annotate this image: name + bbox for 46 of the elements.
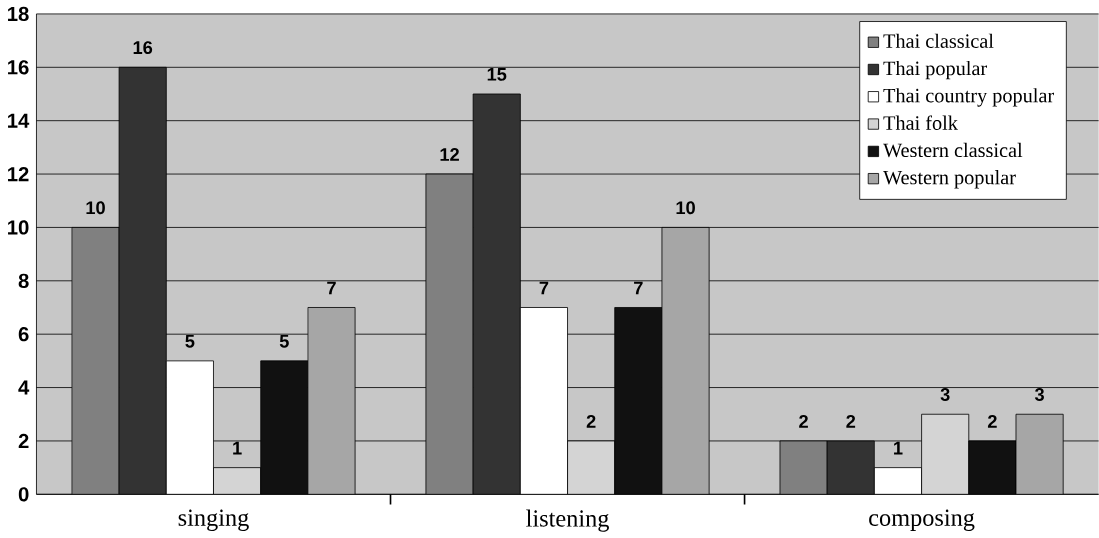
y-tick-label: 8: [18, 273, 29, 288]
bar: [873, 466, 922, 495]
data-label: 5: [185, 334, 195, 348]
data-label: 2: [846, 414, 856, 428]
data-label: 10: [676, 201, 695, 214]
data-label: 12: [440, 147, 459, 161]
y-tick-label: 16: [8, 59, 29, 75]
bar: [260, 360, 309, 495]
data-label: 3: [1034, 387, 1044, 401]
data-label: 2: [987, 414, 997, 428]
bar: [614, 306, 663, 495]
bar: [826, 440, 875, 495]
bar: [519, 306, 568, 495]
legend-label: Thai classical: [883, 33, 994, 48]
x-tick-label: singing: [178, 509, 249, 531]
y-tick-label: 14: [8, 113, 30, 128]
bar: [968, 440, 1017, 495]
legend-label: Thai country popular: [883, 87, 1055, 107]
bar: [472, 93, 521, 495]
legend-label: Western classical: [883, 142, 1023, 158]
y-tick-label: 4: [18, 380, 30, 395]
data-label: 10: [86, 201, 105, 214]
x-tick-label: composing: [869, 509, 975, 531]
data-label: 7: [327, 281, 336, 295]
y-tick-label: 6: [18, 326, 29, 342]
data-label: 3: [940, 387, 950, 401]
y-tick-label: 10: [8, 220, 29, 235]
data-label: 5: [279, 334, 289, 348]
data-label: 2: [586, 414, 596, 428]
data-label: 7: [539, 281, 549, 295]
y-tick-label: 18: [8, 6, 29, 21]
data-label: 15: [487, 67, 507, 81]
data-label: 16: [133, 40, 153, 54]
data-label: 1: [894, 441, 903, 455]
legend-label: Thai popular: [883, 60, 988, 80]
x-tick-label: listening: [526, 509, 609, 532]
bar: [165, 360, 214, 495]
legend-label: Western popular: [883, 169, 1016, 189]
data-label: 2: [799, 414, 808, 428]
y-tick-label: 12: [8, 166, 29, 181]
bar: [118, 66, 167, 495]
data-label: 1: [233, 441, 242, 455]
y-tick-label: 2: [18, 433, 29, 448]
legend-label: Thai folk: [883, 115, 958, 130]
data-label: 7: [634, 281, 643, 295]
y-tick-label: 0: [18, 486, 29, 502]
